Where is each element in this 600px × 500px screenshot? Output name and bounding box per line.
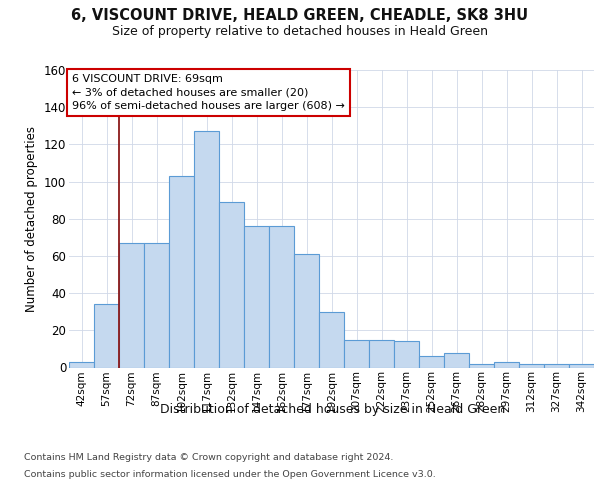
Bar xyxy=(94,304,119,368)
Bar xyxy=(469,364,494,368)
Y-axis label: Number of detached properties: Number of detached properties xyxy=(25,126,38,312)
Bar xyxy=(244,226,269,368)
Text: Contains public sector information licensed under the Open Government Licence v3: Contains public sector information licen… xyxy=(24,470,436,479)
Bar xyxy=(394,342,419,367)
Bar xyxy=(544,364,569,368)
Bar xyxy=(519,364,544,368)
Bar xyxy=(369,340,394,367)
Bar xyxy=(169,176,194,368)
Bar xyxy=(294,254,319,368)
Text: 6 VISCOUNT DRIVE: 69sqm
← 3% of detached houses are smaller (20)
96% of semi-det: 6 VISCOUNT DRIVE: 69sqm ← 3% of detached… xyxy=(71,74,344,111)
Bar xyxy=(569,364,594,368)
Bar xyxy=(219,202,244,368)
Bar xyxy=(319,312,344,368)
Bar xyxy=(444,352,469,368)
Bar xyxy=(419,356,444,368)
Bar xyxy=(144,243,169,368)
Bar xyxy=(69,362,94,368)
Text: 6, VISCOUNT DRIVE, HEALD GREEN, CHEADLE, SK8 3HU: 6, VISCOUNT DRIVE, HEALD GREEN, CHEADLE,… xyxy=(71,8,529,22)
Text: Contains HM Land Registry data © Crown copyright and database right 2024.: Contains HM Land Registry data © Crown c… xyxy=(24,452,394,462)
Bar xyxy=(494,362,519,368)
Bar xyxy=(119,243,144,368)
Text: Distribution of detached houses by size in Heald Green: Distribution of detached houses by size … xyxy=(160,402,506,415)
Text: Size of property relative to detached houses in Heald Green: Size of property relative to detached ho… xyxy=(112,25,488,38)
Bar xyxy=(344,340,369,367)
Bar xyxy=(269,226,294,368)
Bar xyxy=(194,132,219,368)
